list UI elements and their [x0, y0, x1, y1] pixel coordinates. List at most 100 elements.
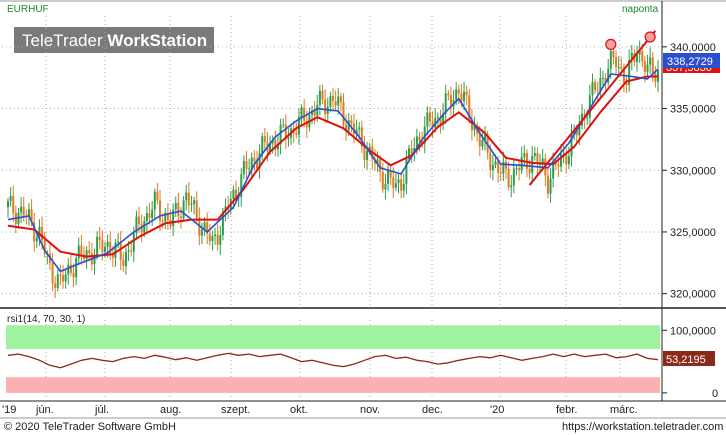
candle-body — [269, 143, 272, 152]
candle-body — [570, 134, 573, 157]
candle-body — [625, 82, 628, 85]
candle-body — [387, 170, 390, 185]
candle-body — [546, 175, 549, 194]
candle-body — [263, 136, 266, 143]
candle-body — [612, 50, 615, 58]
price-tick-label: 325,0000 — [670, 227, 716, 239]
candle-body — [127, 250, 130, 252]
candle-body — [311, 110, 314, 115]
candle-body — [7, 201, 9, 208]
candle-body — [360, 127, 363, 147]
candle-body — [69, 264, 72, 273]
candle-body — [423, 126, 426, 144]
time-tick-label: nov. — [360, 404, 380, 416]
candle-body — [337, 96, 340, 106]
candle-body — [507, 168, 510, 188]
trendline — [528, 30, 657, 186]
candle-body — [512, 168, 515, 186]
candle-body — [103, 246, 106, 252]
candle-body — [373, 159, 376, 164]
candle-body — [122, 259, 125, 266]
candle-body — [541, 158, 544, 164]
candle-body — [531, 155, 534, 173]
price-tick-label: 320,0000 — [670, 289, 716, 301]
candle-body — [628, 59, 631, 85]
candle-body — [156, 191, 159, 201]
candle-body — [334, 100, 337, 106]
candle-body — [366, 150, 369, 160]
candle-body — [179, 216, 182, 219]
candle-body — [515, 168, 518, 170]
candle-body — [643, 61, 646, 72]
rsi-value-badge — [663, 351, 715, 366]
candle-body — [418, 136, 421, 141]
candle-body — [43, 240, 46, 254]
candle-body — [342, 102, 345, 125]
candle-body — [350, 120, 353, 124]
candle-body — [397, 179, 400, 184]
candle-body — [203, 222, 206, 230]
candle-body — [98, 236, 101, 241]
candle-body — [594, 82, 597, 91]
candle-body — [22, 206, 25, 216]
candle-body — [339, 96, 342, 103]
candle-body — [206, 222, 209, 234]
candle-body — [145, 213, 148, 222]
candle-body — [578, 125, 581, 136]
candle-body — [235, 189, 238, 199]
candle-body — [101, 240, 104, 252]
candle-body — [12, 195, 15, 213]
candle-body — [518, 168, 521, 171]
symbol-label: EURHUF — [7, 4, 49, 15]
candle-body — [219, 235, 222, 245]
rsi-value-text: 53,2195 — [666, 354, 706, 366]
candle-body — [153, 191, 156, 210]
rsi-overbought-zone — [6, 325, 660, 350]
candle-body — [615, 57, 618, 68]
candle-body — [646, 64, 649, 72]
candle-body — [575, 130, 578, 136]
candle-body — [54, 283, 57, 289]
price-series — [7, 30, 659, 299]
candle-body — [313, 110, 316, 116]
candle-body — [88, 250, 91, 254]
candle-body — [510, 185, 513, 188]
candle-body — [455, 89, 458, 101]
last-price-badge-blue — [663, 53, 720, 68]
candle-body — [132, 233, 135, 252]
source-url[interactable]: https://workstation.teletrader.com — [562, 421, 723, 433]
candle-body — [200, 229, 203, 236]
candle-body — [470, 119, 473, 131]
candle-body — [368, 146, 371, 151]
candle-body — [444, 93, 447, 114]
candle-body — [284, 124, 287, 139]
candle-body — [536, 153, 539, 165]
candle-body — [258, 153, 261, 169]
candle-body — [318, 90, 321, 105]
candle-body — [502, 161, 505, 174]
candle-body — [177, 202, 180, 217]
candle-body — [392, 177, 395, 188]
candle-body — [379, 159, 382, 172]
time-tick-label: aug. — [160, 404, 181, 416]
candle-body — [415, 136, 418, 148]
candle-body — [130, 250, 133, 252]
candle-body — [636, 54, 639, 62]
candle-body — [80, 245, 83, 255]
candle-body — [413, 147, 416, 154]
price-tick-label: 335,0000 — [670, 104, 716, 116]
candle-body — [400, 179, 403, 191]
watermark-background — [14, 27, 214, 53]
candle-body — [528, 168, 531, 173]
candle-body — [491, 164, 494, 171]
candle-body — [185, 192, 188, 201]
candle-body — [321, 90, 324, 100]
candle-body — [261, 136, 264, 154]
candle-body — [523, 153, 526, 157]
candle-body — [484, 134, 487, 141]
candle-body — [182, 200, 185, 219]
time-tick-label: jún. — [35, 404, 54, 416]
candle-body — [617, 66, 620, 68]
candle-body — [143, 221, 146, 233]
